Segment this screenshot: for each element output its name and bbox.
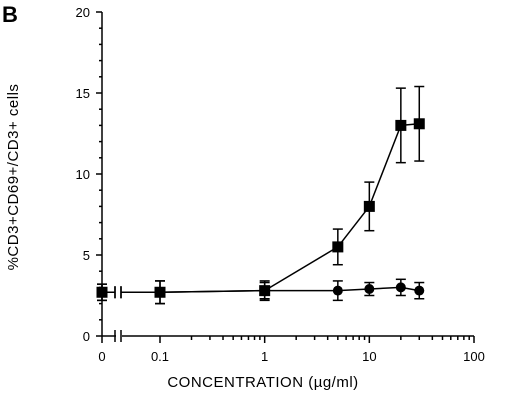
- y-tick-label: 0: [83, 329, 90, 344]
- series-line: [369, 286, 401, 290]
- data-point-circle: [414, 285, 425, 296]
- x-tick-label: 1: [261, 349, 268, 364]
- series-line: [264, 246, 339, 292]
- data-point-circle: [332, 285, 343, 296]
- x-axis-title: CONCENTRATION (µg/ml): [167, 374, 358, 391]
- data-point-square: [332, 241, 344, 253]
- series-line: [337, 288, 370, 292]
- data-point-circle: [364, 284, 375, 295]
- y-tick-label: 10: [76, 167, 90, 182]
- data-point-circle: [155, 287, 165, 298]
- panel-label: B: [2, 2, 18, 27]
- data-point-circle: [395, 282, 406, 293]
- data-point-circle: [97, 287, 107, 298]
- x-tick-label: 0: [98, 349, 105, 364]
- y-tick-label: 5: [83, 248, 90, 263]
- series-line: [159, 289, 265, 294]
- y-tick-label: 20: [76, 5, 90, 20]
- series-circle: [97, 278, 425, 305]
- y-tick-label: 15: [76, 86, 90, 101]
- x-tick-label: 0.1: [151, 349, 169, 364]
- x-tick-label: 10: [362, 349, 376, 364]
- x-tick-label: 100: [463, 349, 485, 364]
- data-point-square: [395, 119, 407, 131]
- data-point-square: [363, 200, 375, 212]
- data-point-circle: [259, 285, 270, 296]
- data-marks: [96, 85, 425, 305]
- series-line: [337, 205, 370, 248]
- data-point-square: [413, 118, 425, 130]
- y-axis-title: %CD3+CD69+/CD3+ cells: [5, 84, 22, 271]
- axes: 0 5 10 15 20 0 0.1 1 10 100: [76, 5, 485, 364]
- series-line: [368, 125, 402, 207]
- series-square: [96, 85, 425, 305]
